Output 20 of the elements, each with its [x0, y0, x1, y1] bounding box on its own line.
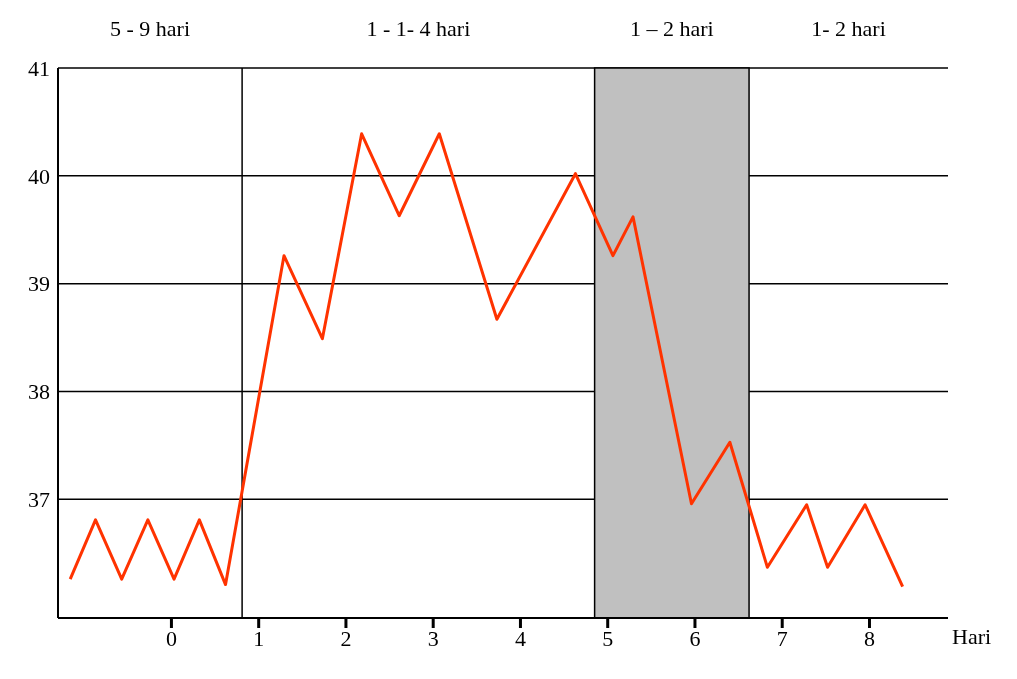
x-tick-label: 3: [427, 625, 439, 651]
y-tick-label: 41: [28, 55, 50, 81]
x-tick-label: 1: [253, 625, 265, 651]
x-tick-label: 7: [776, 625, 788, 651]
text: 1 - 1- 4 hari: [365, 16, 472, 42]
y-tick-label: 37: [28, 487, 50, 513]
x-axis-title: Hari: [952, 624, 992, 650]
y-tick-label: 38: [28, 379, 50, 405]
x-tick-label: 0: [165, 625, 177, 651]
x-tick-label: 2: [340, 625, 352, 651]
x-tick-label: 8: [863, 625, 875, 651]
x-tick-label: 6: [689, 625, 701, 651]
text: 1- 2 hari: [810, 16, 887, 42]
y-tick-label: 40: [28, 163, 50, 189]
text: 5 - 9 hari: [109, 16, 192, 42]
x-tick-label: 4: [514, 625, 526, 651]
x-tick-label: 5: [602, 625, 614, 651]
text: 1 – 2 hari: [628, 16, 715, 42]
y-tick-label: 39: [28, 271, 50, 297]
line-series: [68, 132, 905, 589]
